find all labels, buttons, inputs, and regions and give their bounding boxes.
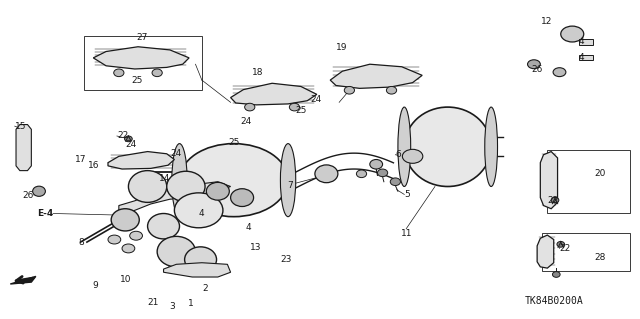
Ellipse shape — [344, 86, 355, 94]
Text: 25: 25 — [228, 137, 239, 146]
Text: 21: 21 — [147, 298, 158, 307]
Text: 5: 5 — [404, 190, 410, 199]
Polygon shape — [93, 47, 189, 69]
Ellipse shape — [111, 209, 140, 231]
Text: 11: 11 — [401, 229, 412, 238]
Bar — [579, 40, 593, 45]
Text: 4: 4 — [245, 223, 251, 232]
Ellipse shape — [129, 171, 167, 202]
Ellipse shape — [557, 241, 564, 247]
Polygon shape — [119, 182, 230, 217]
Ellipse shape — [244, 103, 255, 111]
Ellipse shape — [152, 69, 163, 77]
Text: 24: 24 — [125, 140, 136, 149]
Ellipse shape — [125, 136, 132, 142]
Text: 28: 28 — [595, 254, 606, 263]
Text: 8: 8 — [78, 238, 84, 247]
Text: 24: 24 — [310, 95, 322, 104]
Ellipse shape — [148, 213, 179, 239]
Polygon shape — [537, 235, 554, 268]
Text: E-4: E-4 — [37, 209, 53, 218]
Ellipse shape — [230, 189, 253, 206]
Text: 4: 4 — [198, 209, 204, 218]
Ellipse shape — [561, 26, 584, 42]
Ellipse shape — [33, 186, 45, 196]
Ellipse shape — [130, 231, 143, 240]
Ellipse shape — [370, 160, 383, 169]
Ellipse shape — [184, 247, 216, 272]
Ellipse shape — [356, 170, 367, 178]
Text: 4: 4 — [579, 53, 584, 62]
Ellipse shape — [122, 244, 135, 253]
Text: 26: 26 — [531, 65, 543, 74]
Text: TK84B0200A: TK84B0200A — [524, 296, 583, 306]
Text: 26: 26 — [22, 190, 34, 200]
Text: 7: 7 — [287, 181, 292, 190]
Ellipse shape — [484, 107, 497, 187]
Text: 15: 15 — [15, 122, 26, 131]
Ellipse shape — [398, 107, 411, 187]
Text: 1: 1 — [188, 299, 194, 308]
Ellipse shape — [114, 69, 124, 77]
Ellipse shape — [403, 149, 423, 163]
Text: 3: 3 — [169, 302, 175, 311]
Text: 6: 6 — [396, 150, 401, 159]
Ellipse shape — [387, 86, 397, 94]
Polygon shape — [540, 152, 557, 209]
Text: 16: 16 — [88, 161, 100, 170]
Ellipse shape — [289, 103, 300, 111]
Text: 14: 14 — [159, 174, 170, 183]
Polygon shape — [230, 83, 317, 105]
Ellipse shape — [390, 178, 401, 186]
Bar — [547, 150, 630, 213]
Ellipse shape — [551, 197, 559, 203]
Text: 19: 19 — [336, 42, 348, 51]
Ellipse shape — [167, 171, 205, 202]
Polygon shape — [164, 263, 230, 277]
Text: 22: 22 — [117, 131, 128, 140]
Text: 10: 10 — [120, 275, 131, 284]
Bar — [579, 55, 593, 60]
Text: 22: 22 — [547, 196, 559, 205]
Text: 9: 9 — [92, 281, 98, 290]
Text: 25: 25 — [131, 76, 143, 85]
Ellipse shape — [527, 60, 540, 69]
Text: 2: 2 — [202, 284, 208, 293]
Ellipse shape — [315, 165, 338, 183]
Text: 20: 20 — [595, 169, 606, 178]
Ellipse shape — [179, 144, 288, 217]
Text: 23: 23 — [280, 255, 292, 264]
Polygon shape — [330, 64, 422, 88]
Ellipse shape — [378, 169, 388, 177]
Ellipse shape — [206, 182, 229, 200]
Text: 17: 17 — [76, 155, 87, 164]
Text: 13: 13 — [250, 243, 261, 252]
Ellipse shape — [157, 236, 195, 267]
Polygon shape — [16, 124, 31, 171]
Text: 27: 27 — [137, 33, 148, 42]
Ellipse shape — [552, 271, 560, 277]
Text: 22: 22 — [559, 244, 571, 253]
Text: 24: 24 — [240, 117, 252, 126]
Text: 18: 18 — [252, 68, 263, 77]
Ellipse shape — [174, 193, 223, 228]
Text: 24: 24 — [170, 149, 181, 158]
Polygon shape — [108, 152, 174, 169]
Ellipse shape — [108, 235, 121, 244]
Bar — [542, 233, 630, 271]
Text: 4: 4 — [579, 38, 584, 47]
Ellipse shape — [553, 68, 566, 77]
Text: 25: 25 — [295, 106, 307, 115]
Text: 12: 12 — [541, 17, 552, 26]
Bar — [84, 36, 202, 90]
Ellipse shape — [280, 144, 296, 217]
Ellipse shape — [404, 107, 491, 187]
Polygon shape — [10, 276, 36, 284]
Ellipse shape — [172, 144, 187, 217]
